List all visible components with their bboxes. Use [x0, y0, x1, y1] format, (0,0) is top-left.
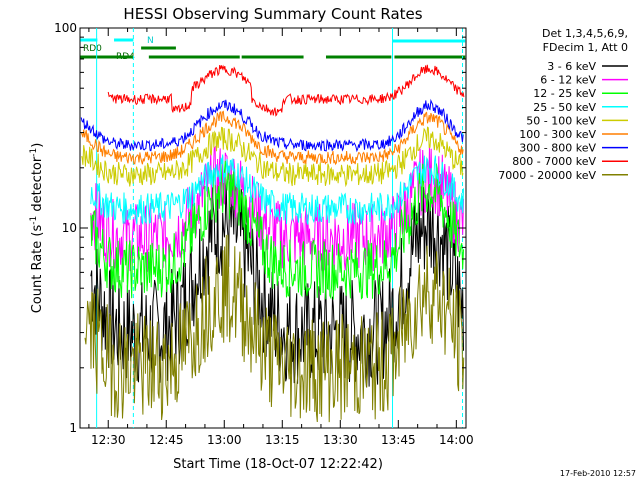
y-axis-label-part: Count Rate (s	[30, 225, 45, 314]
flag-label-rd0: RD0	[83, 44, 102, 54]
y-axis-label-part: )	[30, 143, 45, 148]
axes-layer: 12:30 12:45 13:00 13:15 13:30 13:45 14:00 1 10 10…	[54, 21, 474, 447]
legend-entry-label: 12 - 25 keV	[533, 87, 596, 100]
series-line	[80, 98, 464, 153]
series-line	[84, 234, 465, 423]
legend-entry-label: 800 - 7000 keV	[512, 155, 596, 168]
y-tick-label: 10	[62, 221, 77, 235]
x-tick-label: 12:45	[149, 433, 184, 447]
series-line	[90, 160, 464, 300]
legend-entry-label: 50 - 100 keV	[526, 114, 596, 127]
y-axis-label: Count Rate (s-1 detector-1)	[29, 143, 45, 314]
legend-entry-label: 7000 - 20000 keV	[498, 169, 596, 182]
series-line	[107, 64, 465, 117]
timestamp: 17-Feb-2010 12:57	[560, 469, 636, 478]
series-line	[90, 179, 464, 388]
y-tick-label: 100	[54, 21, 77, 35]
x-tick-label: 12:30	[91, 433, 126, 447]
y-axis-label-part: detector	[30, 156, 45, 216]
series-layer	[80, 64, 465, 423]
series-line	[90, 154, 464, 225]
y-axis-label-sup: -1	[29, 216, 39, 225]
series-line	[81, 126, 464, 188]
legend-entry-label: 25 - 50 keV	[533, 101, 596, 114]
legend-header-line-2: FDecim 1, Att 0	[543, 41, 628, 54]
legend-entry-label: 300 - 800 keV	[519, 142, 596, 155]
legend-entry-label: 6 - 12 keV	[540, 74, 596, 87]
y-axis-label-sup: -1	[29, 148, 39, 157]
chart-title: HESSI Observing Summary Count Rates	[123, 5, 422, 23]
legend-entry-label: 3 - 6 keV	[547, 60, 596, 73]
x-tick-label: 13:45	[381, 433, 416, 447]
x-tick-label: 14:00	[439, 433, 474, 447]
x-tick-label: 13:00	[207, 433, 242, 447]
legend-header-line-1: Det 1,3,4,5,6,9,	[542, 27, 628, 40]
x-tick-label: 13:30	[323, 433, 358, 447]
x-axis-label: Start Time (18-Oct-07 12:22:42)	[173, 457, 383, 472]
y-tick-label: 1	[69, 421, 77, 435]
series-line	[80, 110, 464, 166]
legend-entry-label: 100 - 300 keV	[519, 128, 596, 141]
flag-label-n: N	[147, 36, 154, 46]
x-tick-label: 13:15	[265, 433, 300, 447]
